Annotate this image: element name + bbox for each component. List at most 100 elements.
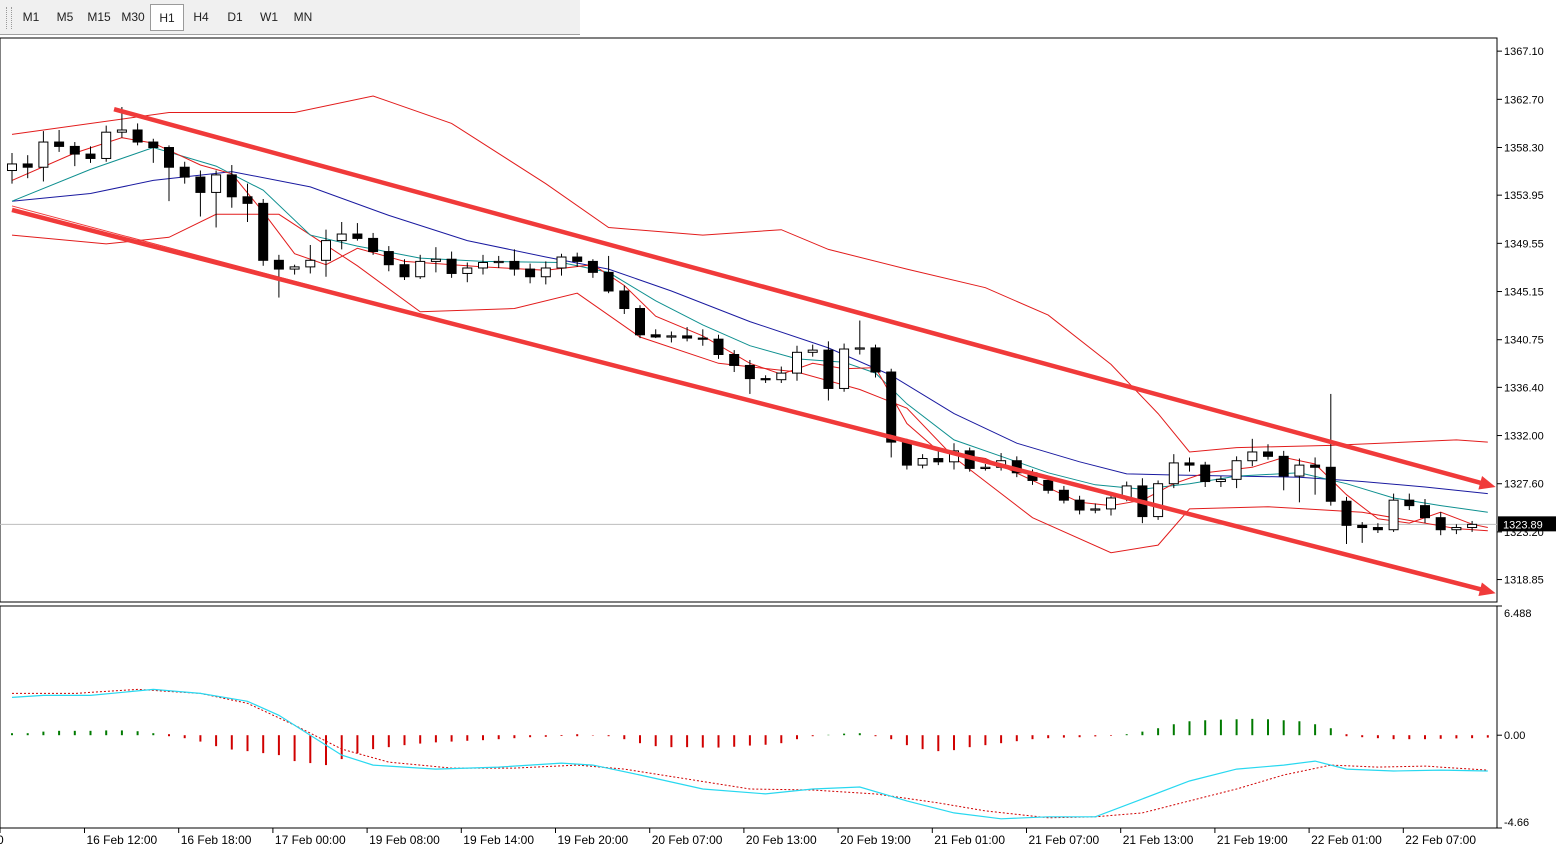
candle-56 — [886, 368, 897, 458]
candle-26 — [415, 254, 426, 279]
chart-frames — [0, 37, 1498, 829]
candle-8 — [132, 123, 143, 146]
candle-body — [556, 256, 567, 269]
candle-89 — [1404, 493, 1415, 511]
candle-body — [1215, 478, 1226, 483]
osc-tick-label: 6.488 — [1504, 608, 1532, 620]
candle-81 — [1278, 450, 1289, 491]
candle-body — [713, 338, 724, 355]
candle-body — [1168, 462, 1179, 485]
oscillator-panel — [11, 688, 1489, 820]
timeframe-toolbar: M1 M5 M15 M30 H1 H4 D1 W1 MN — [0, 0, 580, 35]
candle-48 — [760, 375, 771, 383]
time-tick-label: 16 Feb 18:00 — [181, 833, 252, 847]
candle-5 — [85, 146, 96, 163]
timeframe-button-mn[interactable]: MN — [293, 10, 313, 24]
candle-body — [1074, 499, 1085, 511]
candle-52 — [823, 341, 834, 401]
time-tick-label: 19 Feb 20:00 — [558, 833, 629, 847]
candle-78 — [1231, 456, 1242, 489]
candle-body — [1310, 464, 1321, 468]
time-tick-label: 20 Feb 07:00 — [652, 833, 723, 847]
candle-body — [368, 237, 379, 253]
candle-41 — [650, 329, 661, 339]
candle-body — [430, 258, 441, 262]
timeframe-button-m15[interactable]: M15 — [87, 10, 111, 24]
candle-30 — [478, 254, 488, 275]
candle-86 — [1357, 522, 1368, 543]
timeframe-button-m5[interactable]: M5 — [56, 10, 74, 24]
candle-2 — [38, 131, 49, 182]
candle-38 — [603, 255, 614, 294]
candle-32 — [509, 249, 520, 276]
candle-body — [1325, 466, 1336, 502]
channel-lower-arrowhead-icon — [1478, 582, 1496, 597]
candle-body — [1231, 460, 1242, 480]
timeframe-button-h1[interactable]: H1 — [150, 4, 184, 31]
candle-24 — [383, 246, 394, 272]
candle-body — [1420, 505, 1430, 519]
channel-upper — [113, 107, 1496, 490]
main-panel-frame — [0, 37, 1498, 603]
candle-90 — [1420, 499, 1430, 524]
candle-body — [462, 267, 473, 274]
candle-body — [1357, 524, 1368, 529]
candle-body — [525, 268, 536, 278]
candle-body — [1200, 464, 1211, 483]
time-tick-label: 19 Feb 14:00 — [463, 833, 534, 847]
time-tick-label: 19 Feb 08:00 — [369, 833, 440, 847]
candle-body — [54, 141, 65, 147]
candle-body — [1467, 523, 1478, 529]
price-tick-label: 1362.70 — [1504, 94, 1544, 106]
candle-12 — [195, 170, 206, 217]
candle-55 — [870, 344, 881, 378]
timeframe-button-h4[interactable]: H4 — [193, 10, 209, 24]
oscillator-panel-frame — [0, 605, 1498, 829]
candle-body — [383, 251, 394, 266]
timeframe-button-m30[interactable]: M30 — [121, 10, 145, 24]
candle-body — [1435, 517, 1446, 531]
candle-body — [195, 176, 206, 193]
candle-21 — [336, 221, 347, 250]
time-tick-label: 21 Feb 13:00 — [1123, 833, 1194, 847]
candle-25 — [399, 259, 410, 281]
candle-46 — [729, 350, 740, 373]
candle-body — [321, 240, 331, 261]
price-tick-label: 1340.75 — [1504, 335, 1544, 347]
time-tick-label: 16 Feb 12:00 — [87, 833, 158, 847]
candle-70 — [1106, 493, 1116, 516]
candle-body — [132, 129, 143, 143]
candle-23 — [368, 232, 379, 255]
candle-body — [164, 147, 174, 168]
candle-33 — [525, 263, 536, 284]
candle-body — [211, 174, 222, 193]
candle-69 — [1090, 503, 1101, 514]
timeframe-button-d1[interactable]: D1 — [227, 10, 243, 24]
candle-body — [148, 141, 159, 149]
candle-body — [478, 262, 488, 269]
candle-58 — [917, 454, 928, 469]
candle-body — [1090, 508, 1101, 511]
candle-body — [1388, 499, 1399, 531]
candle-body — [572, 256, 583, 262]
candle-body — [242, 196, 253, 204]
candle-40 — [635, 305, 645, 339]
candle-body — [1043, 479, 1054, 491]
candle-body — [619, 290, 630, 310]
current-price-label: 1323.89 — [1503, 519, 1543, 531]
timeframe-button-m1[interactable]: M1 — [22, 10, 40, 24]
candle-85 — [1341, 496, 1352, 544]
candle-88 — [1388, 493, 1399, 532]
channel-lower — [11, 207, 1496, 597]
candle-27 — [430, 247, 441, 273]
price-tick-label: 1318.85 — [1504, 575, 1544, 587]
candle-19 — [305, 244, 316, 274]
candle-body — [1451, 527, 1462, 531]
candle-body — [101, 131, 112, 159]
candlesticks — [7, 106, 1478, 544]
timeframe-button-w1[interactable]: W1 — [260, 10, 278, 24]
toolbar-grip-icon[interactable] — [6, 7, 12, 29]
candle-body — [650, 334, 661, 338]
candle-body — [744, 364, 755, 380]
